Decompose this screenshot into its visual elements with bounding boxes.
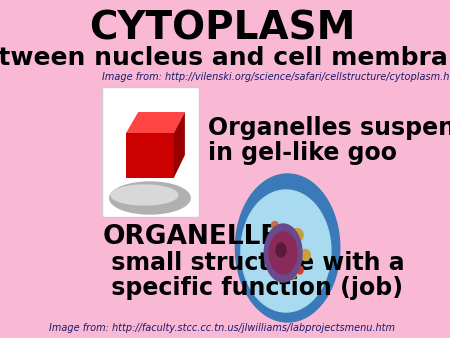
Text: (Between nucleus and cell membrane): (Between nucleus and cell membrane) [0,46,450,70]
Text: CYTOPLASM: CYTOPLASM [89,9,356,47]
Text: ORGANELLE-: ORGANELLE- [103,224,290,250]
Text: small structure with a: small structure with a [103,251,405,275]
Ellipse shape [241,190,331,312]
Ellipse shape [111,185,178,205]
Ellipse shape [297,266,303,274]
Polygon shape [174,112,185,178]
Ellipse shape [110,182,190,214]
Ellipse shape [291,228,303,241]
Text: in gel-like goo: in gel-like goo [208,141,397,165]
Ellipse shape [269,232,297,274]
Ellipse shape [287,270,296,280]
Polygon shape [126,112,185,133]
Polygon shape [126,133,174,178]
Ellipse shape [271,221,278,228]
Ellipse shape [264,224,302,282]
Text: Image from: http://vilenski.org/science/safari/cellstructure/cytoplasm.html: Image from: http://vilenski.org/science/… [102,72,450,82]
Text: Organelles suspended: Organelles suspended [208,116,450,140]
Ellipse shape [266,256,273,265]
Ellipse shape [235,174,340,322]
Text: Image from: http://faculty.stcc.cc.tn.us/jlwilliams/labprojectsmenu.htm: Image from: http://faculty.stcc.cc.tn.us… [49,323,395,333]
FancyBboxPatch shape [102,87,199,217]
Ellipse shape [300,249,310,261]
Ellipse shape [278,237,283,243]
Text: specific function (job): specific function (job) [103,276,403,300]
Ellipse shape [276,243,286,257]
